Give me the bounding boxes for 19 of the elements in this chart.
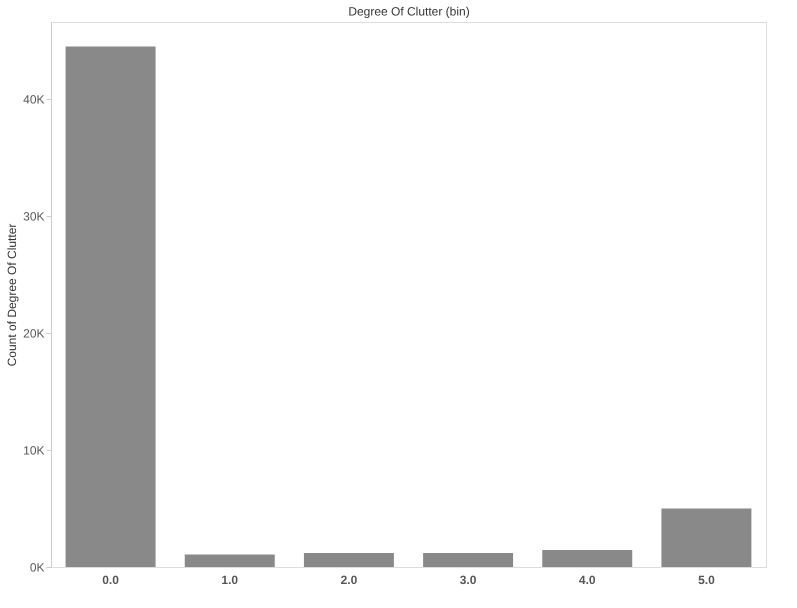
bar [423,552,514,567]
y-tick-label: 10K [23,444,44,458]
x-axis-title: Degree Of Clutter (bin) [348,4,470,18]
x-tick-label: 3.0 [460,573,477,587]
y-tick-label: 20K [23,326,44,341]
bar [184,554,275,567]
y-tick-label: 40K [23,92,44,107]
x-tick-label: 5.0 [698,573,716,587]
x-tick-label: 2.0 [340,573,358,587]
y-tick-label: 0K [30,560,44,574]
y-axis-title: Count of Degree Of Clutter [5,224,20,366]
x-tick-label: 0.0 [102,573,120,587]
y-tick-label: 30K [23,210,44,224]
bar [66,46,156,567]
bar [304,552,394,567]
bar [542,550,632,567]
bar [661,508,752,567]
x-tick-label: 4.0 [578,573,596,587]
x-tick-label: 1.0 [221,573,238,587]
